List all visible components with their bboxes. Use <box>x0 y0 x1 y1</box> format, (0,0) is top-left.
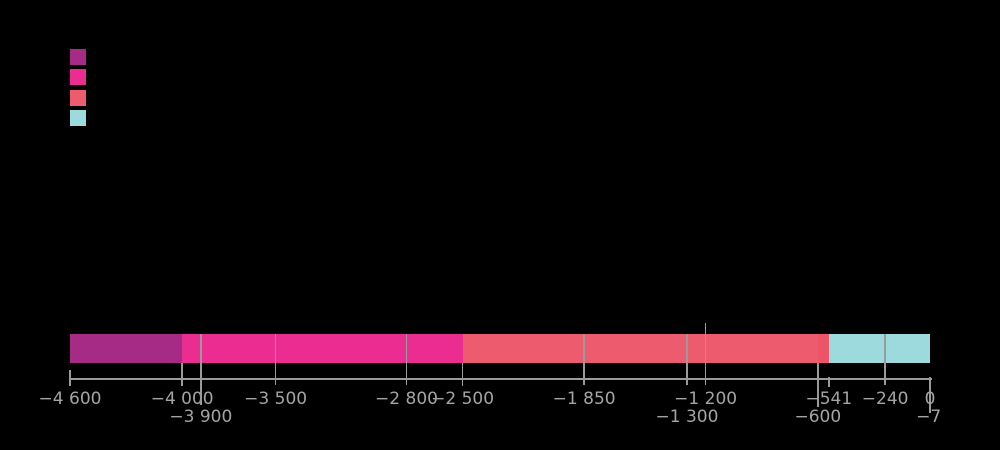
era-marker-line--2800 <box>405 334 408 385</box>
era-marker-line--1300 <box>686 334 688 385</box>
era-marker-line--1850 <box>583 334 585 385</box>
legend-swatch-eon-2 <box>70 69 86 85</box>
axis-tick--4000 <box>181 363 183 386</box>
tick-label--2500: −2 500 <box>431 389 495 409</box>
era-marker-line--240 <box>884 334 886 385</box>
timeline-segment-1 <box>70 334 183 363</box>
timeline-segment-4 <box>817 334 829 363</box>
tick-label--4000: −4 000 <box>150 389 214 409</box>
tick-label--541: −541 <box>805 389 853 409</box>
tick-label--1850: −1 850 <box>552 389 616 409</box>
timeline-segment-5 <box>828 334 930 363</box>
tick-label--2800: −2 800 <box>375 389 438 409</box>
axis-tick-0 <box>929 377 931 413</box>
axis-tick--541 <box>828 377 830 387</box>
tick-label--7: −7 <box>916 407 942 427</box>
tick-label--1300: −1 300 <box>655 407 719 427</box>
legend-swatch-eon-4 <box>70 110 86 126</box>
tick-label--1200: −1 200 <box>674 389 738 409</box>
timeline-segment-2 <box>182 334 463 363</box>
legend-swatch-eon-3 <box>70 90 86 106</box>
tick-label--600: −600 <box>794 407 842 427</box>
axis-tick--2500 <box>461 363 464 386</box>
tick-label--3500: −3 500 <box>244 389 308 409</box>
timeline-segment-3 <box>462 334 818 363</box>
axis-tick--4600 <box>69 370 71 386</box>
era-marker-line--1200 <box>704 323 707 385</box>
x-axis-line <box>70 378 932 380</box>
tick-label-0: 0 <box>924 389 936 409</box>
tick-label--4600: −4 600 <box>38 389 102 409</box>
legend-swatch-eon-1 <box>70 49 86 65</box>
tick-label--240: −240 <box>861 389 909 409</box>
era-marker-line--3900 <box>200 334 202 405</box>
tick-label--3900: −3 900 <box>169 407 233 427</box>
axis-tick--600 <box>817 363 819 407</box>
era-marker-line--3500 <box>274 334 277 385</box>
